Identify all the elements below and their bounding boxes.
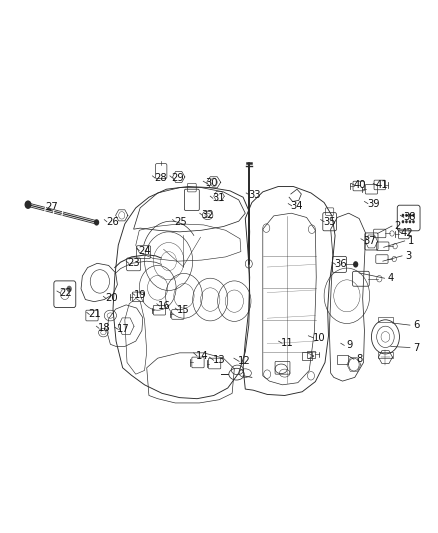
Text: 7: 7 <box>413 343 419 352</box>
Text: 38: 38 <box>404 213 416 222</box>
Text: 11: 11 <box>281 338 294 348</box>
Text: 8: 8 <box>356 354 362 364</box>
Circle shape <box>402 220 404 223</box>
Text: 41: 41 <box>376 181 388 190</box>
Text: 39: 39 <box>367 199 379 208</box>
Circle shape <box>94 219 99 225</box>
Text: 29: 29 <box>171 173 184 183</box>
Text: 26: 26 <box>106 217 119 227</box>
Text: 32: 32 <box>201 211 214 220</box>
Circle shape <box>412 220 415 223</box>
Circle shape <box>409 220 411 223</box>
Text: 6: 6 <box>413 320 419 330</box>
Text: 35: 35 <box>323 217 336 227</box>
Circle shape <box>409 214 411 217</box>
Text: 42: 42 <box>401 229 413 238</box>
Text: 2: 2 <box>395 221 401 231</box>
Circle shape <box>405 220 408 223</box>
Text: 18: 18 <box>98 324 110 333</box>
Text: 34: 34 <box>291 201 303 211</box>
Circle shape <box>412 214 415 217</box>
Circle shape <box>353 261 358 268</box>
Text: 24: 24 <box>138 246 151 255</box>
Text: 37: 37 <box>364 236 376 246</box>
Text: 16: 16 <box>158 301 171 311</box>
Text: 12: 12 <box>238 357 251 366</box>
Text: 3: 3 <box>405 251 411 261</box>
Text: 10: 10 <box>313 333 325 343</box>
Circle shape <box>67 286 72 292</box>
Text: 33: 33 <box>249 190 261 200</box>
Text: 27: 27 <box>45 202 58 212</box>
Text: 17: 17 <box>117 325 130 334</box>
Bar <box>302 352 312 360</box>
Text: 15: 15 <box>177 305 190 315</box>
Bar <box>378 352 393 358</box>
Text: 23: 23 <box>128 259 140 268</box>
Circle shape <box>402 214 404 217</box>
Text: 20: 20 <box>105 294 117 303</box>
Text: 22: 22 <box>59 288 72 298</box>
Bar <box>378 317 393 322</box>
Text: 21: 21 <box>88 310 101 319</box>
Text: 25: 25 <box>174 217 187 227</box>
Text: 36: 36 <box>335 260 347 269</box>
Text: 13: 13 <box>213 356 225 365</box>
Text: 40: 40 <box>354 181 366 190</box>
Circle shape <box>405 214 408 217</box>
Text: 31: 31 <box>212 193 224 203</box>
Text: 4: 4 <box>388 273 394 283</box>
Text: 1: 1 <box>408 236 414 246</box>
Text: 14: 14 <box>196 351 208 361</box>
Text: 28: 28 <box>154 173 166 183</box>
Bar <box>307 351 315 358</box>
Circle shape <box>25 200 32 209</box>
Text: 19: 19 <box>134 290 147 300</box>
Text: 30: 30 <box>206 179 218 188</box>
Bar <box>337 355 348 364</box>
Text: 9: 9 <box>346 341 353 350</box>
